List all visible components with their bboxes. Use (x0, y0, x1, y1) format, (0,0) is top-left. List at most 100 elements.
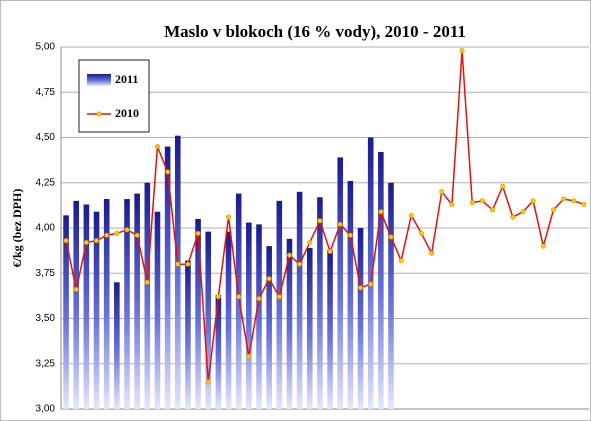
bar (357, 228, 364, 409)
y-tick-label: 3,00 (36, 404, 56, 415)
bar (185, 260, 191, 409)
bar (388, 182, 394, 409)
point (459, 48, 465, 54)
point (520, 209, 526, 215)
y-tick-label: 4,75 (36, 87, 56, 98)
y-tick-label: 3,50 (36, 313, 56, 324)
bar (195, 218, 201, 409)
bar (174, 135, 181, 409)
legend-label: 2010 (115, 106, 139, 120)
bar (134, 193, 140, 409)
point (378, 209, 384, 215)
point (408, 212, 414, 218)
legend-box (78, 59, 150, 133)
point (327, 249, 333, 255)
point (73, 287, 79, 293)
point (266, 276, 272, 282)
point (449, 201, 455, 207)
bar (124, 199, 130, 409)
point (358, 285, 364, 291)
point (510, 214, 516, 220)
point (124, 227, 130, 233)
bar (225, 231, 232, 409)
point (185, 261, 191, 267)
y-tick-label: 5,00 (36, 42, 56, 53)
point (297, 261, 303, 267)
point (226, 214, 232, 220)
bar (378, 151, 384, 410)
bar (286, 238, 293, 409)
chart-title: Maslo v blokoch (16 % vody), 2010 - 2011 (164, 22, 466, 41)
bar (317, 197, 323, 409)
point (165, 169, 171, 175)
bar (103, 199, 110, 409)
line (65, 50, 585, 382)
bar (114, 282, 120, 409)
point (144, 279, 150, 285)
point (540, 243, 546, 249)
bar (73, 200, 80, 409)
legend-label: 2011 (115, 72, 138, 86)
y-axis-label: €/kg (bez DPH) (10, 189, 24, 268)
bar (93, 211, 100, 409)
bar (256, 224, 262, 409)
point (581, 201, 587, 207)
point (561, 196, 567, 202)
point (286, 252, 292, 258)
bar (337, 157, 344, 409)
point (479, 198, 485, 204)
y-tick-label: 4,00 (36, 223, 56, 234)
point (276, 294, 282, 300)
bar (296, 191, 303, 409)
point (195, 230, 201, 236)
legend-marker (96, 111, 102, 117)
point (368, 281, 374, 287)
y-tick-label: 3,75 (36, 268, 56, 279)
bar (63, 215, 69, 409)
y-tick-label: 4,50 (36, 132, 56, 143)
point (94, 238, 100, 244)
legend-swatch (87, 74, 111, 86)
point (175, 261, 181, 267)
point (246, 354, 252, 360)
point (418, 230, 424, 236)
point (317, 218, 323, 224)
point (469, 200, 475, 206)
bar (246, 222, 252, 409)
bar (266, 246, 272, 409)
point (307, 239, 313, 245)
point (63, 238, 69, 244)
bar (144, 182, 151, 409)
point (398, 258, 404, 264)
bar (83, 204, 90, 409)
point (490, 207, 496, 213)
bar (164, 146, 171, 410)
bar (235, 193, 242, 409)
point (439, 189, 445, 195)
point (236, 294, 242, 300)
y-tick-label: 4,25 (36, 177, 56, 188)
point (429, 250, 435, 256)
point (530, 198, 536, 204)
point (215, 294, 221, 300)
bar (367, 137, 374, 409)
point (337, 221, 343, 227)
bar (306, 247, 313, 409)
point (154, 144, 160, 150)
bar (215, 294, 222, 409)
point (83, 239, 89, 245)
point (571, 198, 577, 204)
point (347, 232, 353, 238)
y-tick-label: 3,25 (36, 358, 56, 369)
point (550, 207, 556, 213)
point (134, 232, 140, 238)
bar (327, 249, 333, 409)
point (500, 183, 506, 189)
bar (154, 211, 161, 409)
point (388, 234, 394, 240)
point (256, 296, 262, 302)
point (205, 379, 211, 385)
point (114, 230, 120, 236)
point (104, 232, 110, 238)
